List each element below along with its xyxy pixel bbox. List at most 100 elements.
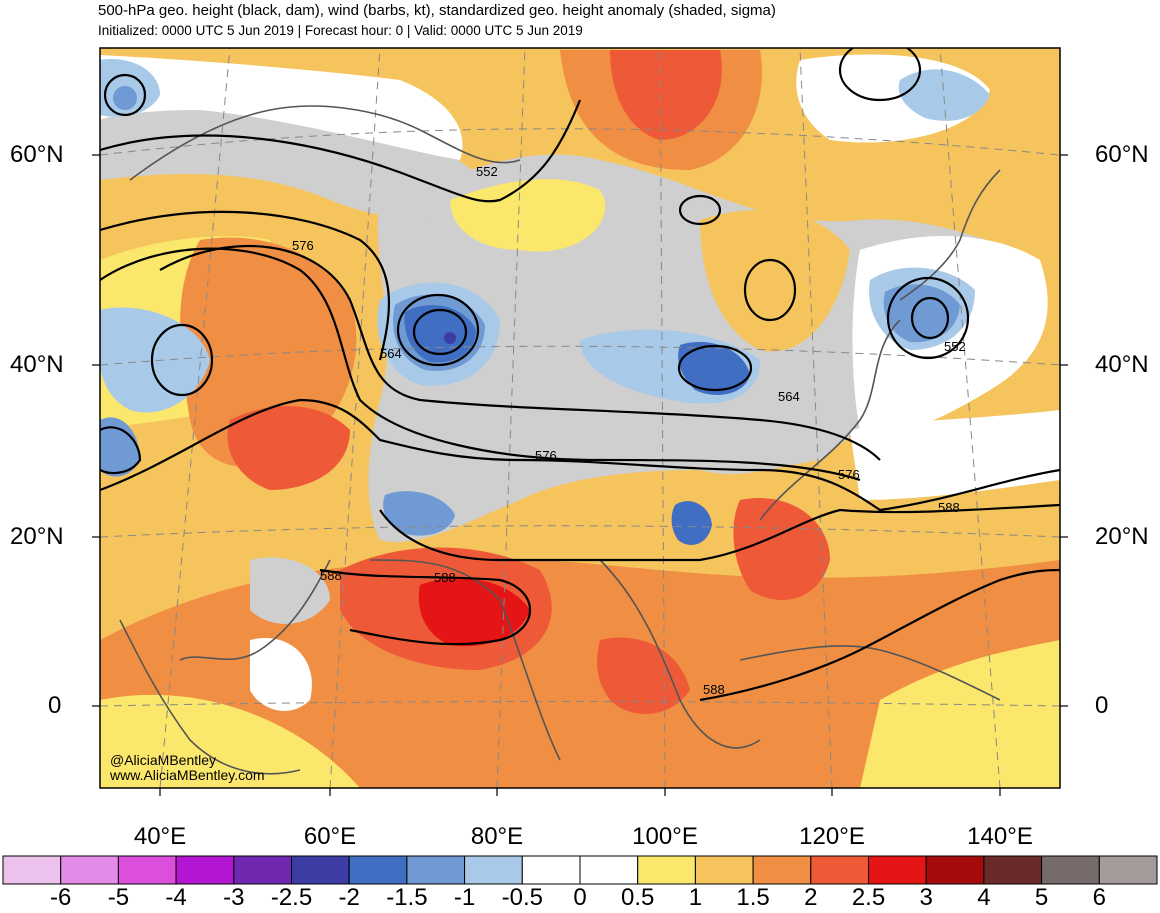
shade-arabia-grey <box>250 557 330 624</box>
contour-japan-low-inner <box>910 296 950 340</box>
lat-label-right: 60°N <box>1095 141 1149 168</box>
contour-label: 588 <box>938 500 960 515</box>
coast-japan <box>899 169 1001 301</box>
lat-label-right: 0 <box>1095 692 1109 719</box>
shade-pacific-yellow <box>860 640 1060 788</box>
shade-west-africa-yellow <box>100 694 360 788</box>
contour-labels: 552 576 564 564 576 576 588 588 588 552 … <box>292 164 966 697</box>
contour-mongolia-high <box>743 258 797 322</box>
colorbar-swatch <box>175 855 235 885</box>
credit-handle: @AliciaMBentley <box>110 752 217 768</box>
map-frame <box>99 47 1061 789</box>
lat-label-right: 40°N <box>1095 351 1149 378</box>
colorbar-swatch <box>810 855 869 885</box>
colorbar-swatch <box>694 855 754 885</box>
colorbar-label: 4 <box>977 884 991 911</box>
lat-label-left: 40°N <box>10 351 64 378</box>
shade-greenland-low-core <box>113 86 137 110</box>
shade-tibet-low <box>383 491 455 536</box>
colorbar-swatch <box>233 855 293 885</box>
contour-label: 564 <box>778 389 800 404</box>
contour-greenland-low <box>103 73 147 117</box>
coast-africa <box>119 619 301 775</box>
contour-label: 576 <box>292 238 314 253</box>
contour-label: 588 <box>434 570 456 585</box>
shade-kuril-white <box>850 410 1060 500</box>
colorbar-label: -1.5 <box>386 884 428 911</box>
colorbar-label: -5 <box>107 884 130 911</box>
lat-label-left: 0 <box>48 692 62 719</box>
coast-indonesia <box>739 645 1001 701</box>
lat-label-left: 20°N <box>10 523 64 550</box>
contour-582 <box>379 503 1060 562</box>
graticule-lon-140 <box>939 48 1001 788</box>
colorbar-swatch <box>291 855 350 885</box>
colorbar-swatch <box>2 855 62 885</box>
graticule-lat-0 <box>100 701 1060 707</box>
contour-med-low <box>150 323 214 397</box>
shade-yunnan-low <box>671 501 712 545</box>
contour-med-small <box>100 426 142 475</box>
credit-site: www.AliciaMBentley.com <box>110 767 265 783</box>
contour-siberia-ring <box>678 194 722 226</box>
contour-label: 588 <box>320 568 342 583</box>
contour-label: 552 <box>944 339 966 354</box>
colorbar-swatch <box>406 855 466 885</box>
colorbar-label: -3 <box>223 884 245 911</box>
colorbar-label: -2 <box>338 884 360 911</box>
graticule-lat-20 <box>100 525 1060 538</box>
graticule-lon-80 <box>496 48 526 788</box>
contour-570 <box>100 247 861 482</box>
colorbar-label: -1 <box>453 884 476 911</box>
colorbar-swatch <box>868 855 927 885</box>
coastlines <box>119 105 1001 775</box>
shade-kazakh-low-core <box>444 332 456 344</box>
coast-arabia <box>179 559 331 661</box>
colorbar-label: -6 <box>50 884 72 911</box>
graticule-lon-120 <box>799 48 833 788</box>
contour-588-east <box>699 568 1060 702</box>
height-contours <box>100 48 1060 702</box>
map-canvas <box>100 48 1060 788</box>
lon-label: 40°E <box>133 823 187 850</box>
colorbar-label: 1.5 <box>736 884 770 911</box>
contour-576 <box>100 398 1060 512</box>
coast-india <box>369 559 561 761</box>
contour-564 <box>159 244 881 461</box>
colorbar-label: -0.5 <box>501 884 543 911</box>
colorbar-label: 5 <box>1034 884 1049 911</box>
coast-indochina <box>599 559 761 749</box>
colorbar-swatch <box>752 855 812 885</box>
colorbar-swatch <box>983 855 1043 885</box>
contour-label: 564 <box>380 346 402 361</box>
shade-tropical-belt <box>100 560 1060 788</box>
shade-scandinavia-grey <box>100 96 500 219</box>
colorbar-label: 0 <box>573 884 587 911</box>
coast-china <box>759 319 901 521</box>
colorbar-swatch <box>1098 855 1158 885</box>
lat-label-right: 20°N <box>1095 523 1149 550</box>
shade-arctic-low-light <box>898 69 990 121</box>
lon-label: 140°E <box>967 823 1033 850</box>
chart-subtitle: Initialized: 0000 UTC 5 Jun 2019 | Forec… <box>98 23 583 38</box>
colorbar-label: -4 <box>165 884 187 911</box>
shade-med-low-mid <box>100 417 140 477</box>
contour-588-india <box>319 568 532 646</box>
contour-552-west <box>100 99 582 203</box>
graticule-lat-60 <box>100 128 1060 156</box>
shade-horn-africa-white <box>250 638 312 711</box>
graticule-lon-40 <box>159 48 231 788</box>
colorbar-swatch <box>60 855 119 885</box>
shade-bay-bengal-red <box>597 637 690 714</box>
colorbar-label: 1 <box>688 884 703 911</box>
colorbar-swatch <box>464 855 523 885</box>
contour-kazakh-low-inner <box>412 308 468 356</box>
colorbar-swatch <box>579 855 639 885</box>
colorbar <box>2 855 1158 885</box>
shade-india-core-red <box>418 578 530 647</box>
contour-558-west <box>100 210 390 361</box>
colorbar-label: 6 <box>1092 884 1106 911</box>
shade-middle-east-red <box>227 406 350 490</box>
colorbar-label: 0.5 <box>621 884 655 911</box>
